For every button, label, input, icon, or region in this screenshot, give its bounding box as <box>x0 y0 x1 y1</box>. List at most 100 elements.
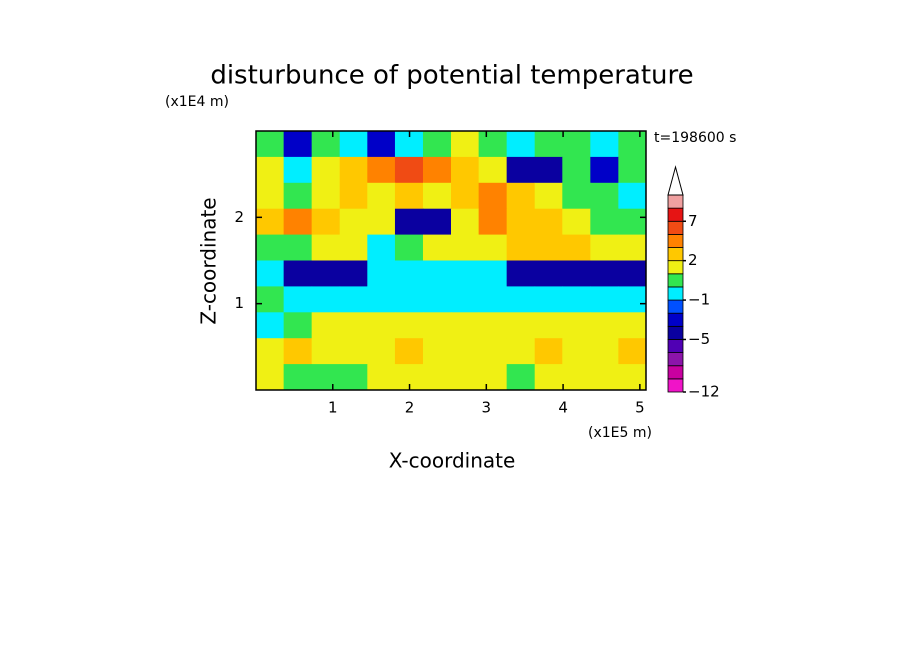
x-axis-label: X-coordinate <box>389 449 516 473</box>
contour-cell <box>339 156 368 184</box>
contour-cell <box>562 338 591 365</box>
contour-cell <box>394 182 424 210</box>
contour-cell <box>506 234 536 261</box>
contour-cell <box>283 364 313 391</box>
contour-cell <box>339 131 368 158</box>
contour-cell <box>256 156 285 184</box>
colorbar-box <box>667 260 684 275</box>
contour-cell <box>534 260 563 287</box>
contour-cell <box>590 338 619 365</box>
colorbar-box <box>667 220 684 235</box>
contour-cell <box>590 312 619 339</box>
contour-cell <box>590 131 619 158</box>
contour-cell <box>367 182 396 210</box>
colorbar-box <box>667 194 684 209</box>
contour-cell <box>339 312 368 339</box>
contour-cell <box>422 156 452 184</box>
contour-cell <box>311 208 341 236</box>
contour-cell <box>394 286 424 313</box>
contour-cell <box>562 234 591 261</box>
contour-cell <box>478 364 508 391</box>
y-unit: (x1E4 m) <box>165 94 229 110</box>
x-tick-label: 5 <box>635 399 645 417</box>
plot-frame <box>255 130 647 391</box>
x-tick-label: 2 <box>405 399 415 417</box>
contour-cell <box>339 182 368 210</box>
colorbar-box <box>667 312 684 327</box>
contour-cell <box>451 364 480 391</box>
contour-cell <box>283 131 313 158</box>
contour-cell <box>478 286 508 313</box>
contour-cell <box>534 208 563 236</box>
contour-cell <box>618 312 647 339</box>
contour-cell <box>451 312 480 339</box>
contour-cell <box>283 208 313 236</box>
contour-cell <box>478 234 508 261</box>
contour-cell <box>478 312 508 339</box>
contour-cell <box>256 208 285 236</box>
chart-title: disturbunce of potential temperature <box>210 61 693 91</box>
contour-cell <box>394 156 424 184</box>
contour-cell <box>367 131 396 158</box>
contour-cell <box>283 338 313 365</box>
contour-cell <box>422 286 452 313</box>
contour-cell <box>506 312 536 339</box>
contour-cell <box>311 234 341 261</box>
contour-cell <box>256 364 285 391</box>
contour-cell <box>451 260 480 287</box>
contour-cell <box>422 234 452 261</box>
colorbar-label: −5 <box>688 330 710 348</box>
colorbar-box <box>667 286 684 301</box>
contour-cell <box>478 260 508 287</box>
colorbar-arrow <box>667 165 684 196</box>
contour-cell <box>451 338 480 365</box>
contour-cell <box>618 338 647 365</box>
contour-cell <box>256 312 285 339</box>
colorbar-box <box>667 247 684 262</box>
contour-cell <box>478 182 508 210</box>
contour-cell <box>562 131 591 158</box>
contour-cell <box>478 131 508 158</box>
contour-cell <box>339 364 368 391</box>
contour-cell <box>562 312 591 339</box>
contour-cell <box>506 156 536 184</box>
contour-cell <box>367 260 396 287</box>
y-tick-label: 1 <box>234 294 244 312</box>
colorbar-box <box>667 207 684 222</box>
contour-cell <box>506 338 536 365</box>
colorbar-label: 2 <box>688 251 698 269</box>
contour-cell <box>256 260 285 287</box>
contour-cell <box>283 260 313 287</box>
contour-cell <box>618 156 647 184</box>
colorbar-box <box>667 378 684 393</box>
contour-cell <box>394 260 424 287</box>
contour-cell <box>256 286 285 313</box>
contour-cell <box>311 312 341 339</box>
contour-cell <box>562 364 591 391</box>
contour-cell <box>367 364 396 391</box>
contour-cell <box>478 208 508 236</box>
contour-cell <box>311 286 341 313</box>
contour-cell <box>534 286 563 313</box>
contour-cell <box>339 260 368 287</box>
contour-cell <box>283 286 313 313</box>
contour-cell <box>506 208 536 236</box>
contour-cell <box>311 156 341 184</box>
contour-cell <box>534 338 563 365</box>
contour-cell <box>367 312 396 339</box>
contour-cell <box>367 286 396 313</box>
contour-cell <box>339 208 368 236</box>
contour-cell <box>618 131 647 158</box>
contour-cell <box>451 156 480 184</box>
y-tick-label: 2 <box>234 208 244 226</box>
contour-cell <box>618 286 647 313</box>
contour-cell <box>590 286 619 313</box>
contour-cell <box>451 234 480 261</box>
contour-cell <box>339 234 368 261</box>
contour-cell <box>618 208 647 236</box>
contour-cell <box>562 286 591 313</box>
contour-cell <box>451 182 480 210</box>
colorbar-box <box>667 339 684 354</box>
contour-cell <box>283 312 313 339</box>
contour-cell <box>562 182 591 210</box>
